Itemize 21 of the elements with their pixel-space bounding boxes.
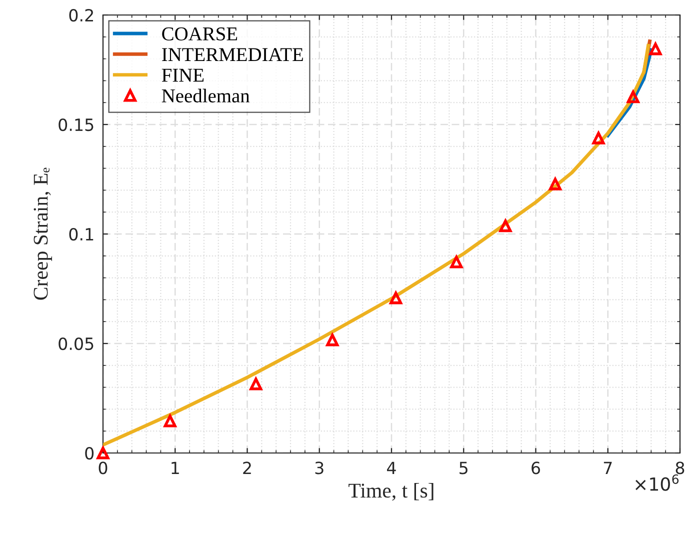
x-tick-label: 5 <box>460 462 468 474</box>
legend-label: Needleman <box>162 88 250 102</box>
y-tick-label: 0 <box>85 446 94 460</box>
legend-label: COARSE <box>162 27 238 40</box>
x-tick-label: 2 <box>243 462 251 474</box>
x-tick-label: 7 <box>604 462 612 474</box>
y-tick-label: 0.1 <box>69 228 94 241</box>
legend-label: INTERMEDIATE <box>162 48 303 61</box>
x-tick-label: 4 <box>387 462 396 474</box>
x-tick-label: 0 <box>98 462 108 474</box>
y-tick-label: 0.2 <box>69 8 93 22</box>
y-axis-title: Creep Strain, Eₑ <box>34 168 52 300</box>
x-axis-title: Time, t [s] <box>348 483 434 501</box>
y-tick-label: 0.05 <box>58 337 94 350</box>
x-tick-label: 8 <box>676 462 684 474</box>
legend-label: FINE <box>162 68 204 82</box>
y-tick-label: 0.15 <box>58 118 94 132</box>
x-tick-label: 6 <box>532 462 540 474</box>
x-tick-label: 1 <box>172 462 179 474</box>
text: ×10$^{6}$ <box>636 474 679 491</box>
x-tick-label: 3 <box>315 462 324 474</box>
